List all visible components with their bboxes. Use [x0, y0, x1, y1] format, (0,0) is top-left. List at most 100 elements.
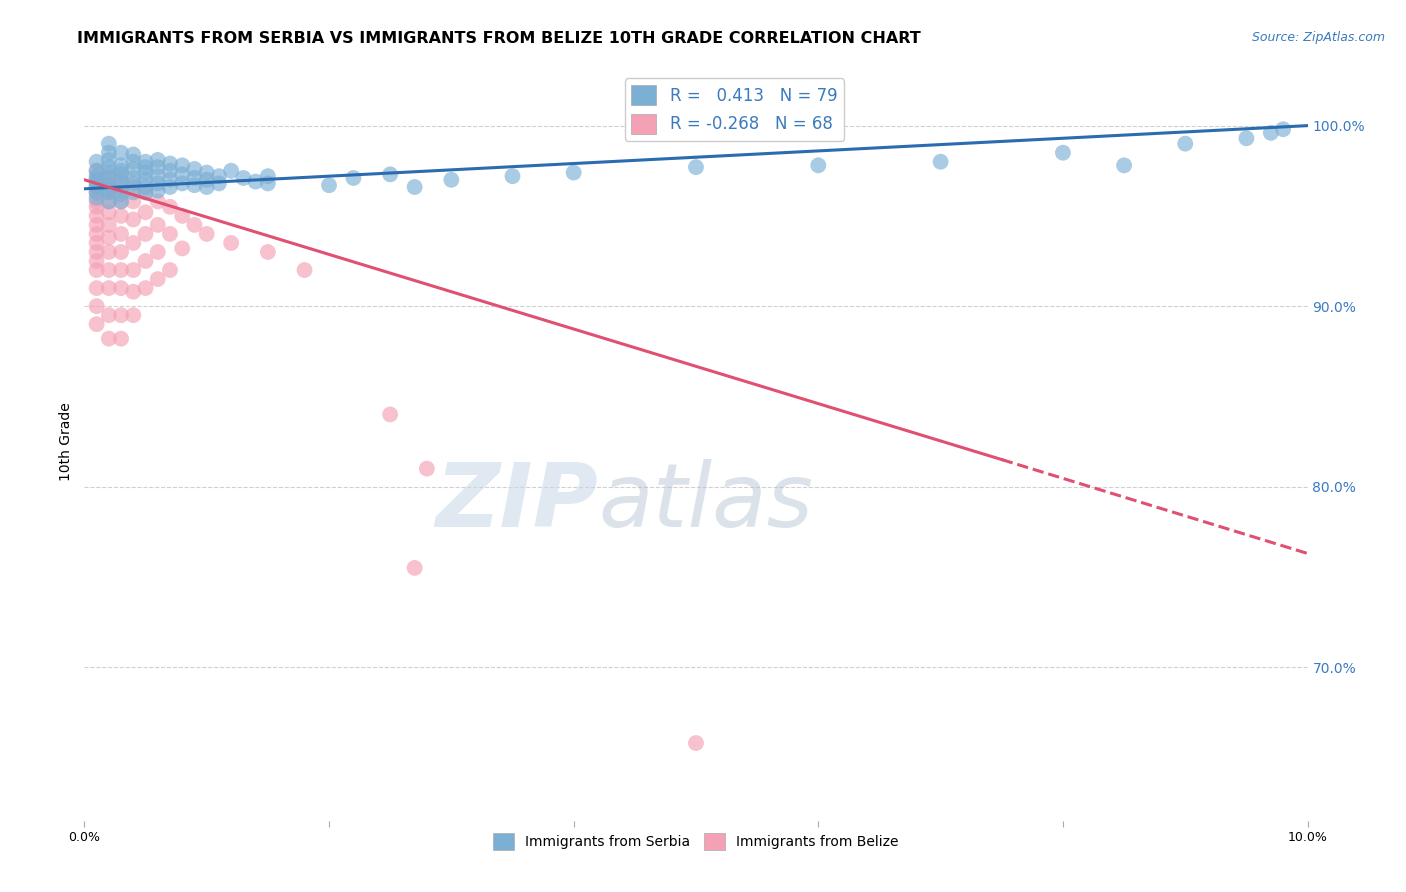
- Point: [86, 227, 108, 241]
- Text: Source: ZipAtlas.com: Source: ZipAtlas.com: [1251, 31, 1385, 45]
- Point: [110, 187, 132, 202]
- Point: [110, 194, 132, 209]
- Point: [122, 186, 145, 200]
- Point: [440, 173, 463, 187]
- Point: [122, 147, 145, 161]
- Point: [219, 235, 242, 250]
- Point: [195, 227, 218, 241]
- Point: [86, 281, 108, 295]
- Point: [562, 165, 585, 179]
- Point: [146, 177, 169, 191]
- Point: [110, 308, 132, 322]
- Point: [97, 177, 120, 191]
- Point: [929, 154, 952, 169]
- Point: [135, 186, 157, 200]
- Point: [219, 163, 242, 178]
- Point: [86, 169, 108, 184]
- Point: [135, 186, 157, 200]
- Point: [172, 167, 194, 181]
- Point: [1272, 122, 1295, 136]
- Point: [159, 156, 181, 170]
- Point: [807, 158, 830, 172]
- Point: [685, 736, 707, 750]
- Point: [146, 160, 169, 174]
- Legend: Immigrants from Serbia, Immigrants from Belize: Immigrants from Serbia, Immigrants from …: [488, 828, 904, 855]
- Point: [86, 200, 108, 214]
- Point: [86, 163, 108, 178]
- Point: [122, 194, 145, 209]
- Point: [183, 218, 205, 232]
- Point: [318, 178, 340, 193]
- Point: [502, 169, 524, 184]
- Point: [135, 254, 157, 268]
- Point: [122, 212, 145, 227]
- Point: [122, 308, 145, 322]
- Point: [86, 263, 108, 277]
- Point: [86, 254, 108, 268]
- Point: [1052, 145, 1074, 160]
- Point: [97, 169, 120, 184]
- Point: [135, 281, 157, 295]
- Point: [146, 153, 169, 167]
- Point: [1174, 136, 1197, 151]
- Point: [86, 186, 108, 200]
- Point: [97, 205, 120, 219]
- Point: [110, 167, 132, 181]
- Point: [342, 171, 364, 186]
- Point: [172, 177, 194, 191]
- Point: [86, 173, 108, 187]
- Point: [86, 218, 108, 232]
- Point: [97, 308, 120, 322]
- Point: [146, 169, 169, 184]
- Point: [86, 244, 108, 259]
- Point: [172, 158, 194, 172]
- Point: [135, 160, 157, 174]
- Point: [135, 227, 157, 241]
- Point: [245, 175, 267, 189]
- Point: [685, 160, 707, 174]
- Point: [97, 263, 120, 277]
- Point: [97, 230, 120, 244]
- Point: [416, 461, 439, 475]
- Text: atlas: atlas: [598, 459, 813, 545]
- Point: [97, 171, 120, 186]
- Point: [97, 165, 120, 179]
- Point: [122, 177, 145, 191]
- Point: [208, 177, 231, 191]
- Point: [172, 209, 194, 223]
- Point: [135, 173, 157, 187]
- Point: [110, 158, 132, 172]
- Point: [183, 161, 205, 176]
- Point: [97, 194, 120, 209]
- Point: [110, 332, 132, 346]
- Point: [97, 153, 120, 167]
- Point: [97, 186, 120, 200]
- Point: [97, 160, 120, 174]
- Point: [97, 244, 120, 259]
- Point: [159, 227, 181, 241]
- Point: [97, 194, 120, 209]
- Text: IMMIGRANTS FROM SERBIA VS IMMIGRANTS FROM BELIZE 10TH GRADE CORRELATION CHART: IMMIGRANTS FROM SERBIA VS IMMIGRANTS FRO…: [77, 31, 921, 46]
- Point: [380, 408, 402, 422]
- Point: [122, 285, 145, 299]
- Point: [159, 180, 181, 194]
- Point: [404, 180, 426, 194]
- Point: [86, 209, 108, 223]
- Point: [110, 180, 132, 194]
- Point: [122, 263, 145, 277]
- Point: [159, 263, 181, 277]
- Point: [232, 171, 254, 186]
- Point: [183, 178, 205, 193]
- Point: [86, 317, 108, 331]
- Point: [110, 194, 132, 209]
- Point: [86, 154, 108, 169]
- Point: [122, 180, 145, 194]
- Point: [110, 281, 132, 295]
- Point: [135, 180, 157, 194]
- Point: [135, 165, 157, 179]
- Point: [97, 145, 120, 160]
- Point: [195, 173, 218, 187]
- Y-axis label: 10th Grade: 10th Grade: [59, 402, 73, 481]
- Point: [159, 173, 181, 187]
- Point: [183, 171, 205, 186]
